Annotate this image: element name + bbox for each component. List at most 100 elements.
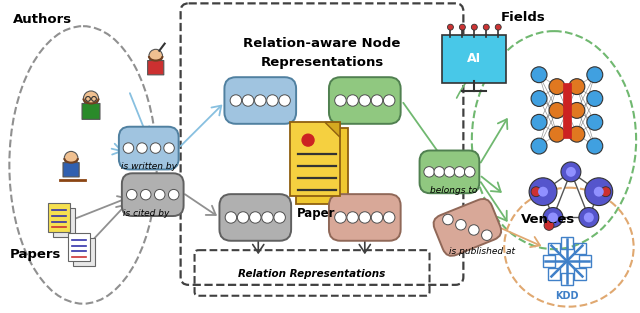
Circle shape <box>127 189 137 200</box>
FancyBboxPatch shape <box>563 83 571 138</box>
FancyBboxPatch shape <box>73 238 95 266</box>
FancyBboxPatch shape <box>329 77 401 124</box>
FancyBboxPatch shape <box>68 233 90 261</box>
Circle shape <box>359 212 371 223</box>
Circle shape <box>587 67 603 83</box>
FancyBboxPatch shape <box>49 203 70 232</box>
Circle shape <box>255 95 266 106</box>
Circle shape <box>483 24 489 30</box>
Text: Paper: Paper <box>297 207 335 220</box>
Circle shape <box>243 95 254 106</box>
FancyBboxPatch shape <box>433 199 501 256</box>
Circle shape <box>549 126 565 142</box>
FancyBboxPatch shape <box>290 122 340 196</box>
FancyBboxPatch shape <box>63 163 79 177</box>
Text: Fields: Fields <box>501 11 546 24</box>
Circle shape <box>543 208 563 227</box>
FancyBboxPatch shape <box>148 60 164 75</box>
Circle shape <box>538 187 548 197</box>
Circle shape <box>584 213 594 223</box>
Circle shape <box>154 189 165 200</box>
Text: Papers: Papers <box>10 248 61 261</box>
Circle shape <box>471 24 477 30</box>
Text: Relation Representations: Relation Representations <box>239 269 386 279</box>
Circle shape <box>569 79 585 95</box>
Text: Relation-aware Node: Relation-aware Node <box>243 37 401 49</box>
Text: is written by: is written by <box>121 162 177 172</box>
Circle shape <box>443 214 453 225</box>
Circle shape <box>549 102 565 118</box>
Circle shape <box>460 24 465 30</box>
Circle shape <box>549 79 565 95</box>
Circle shape <box>149 49 163 63</box>
Circle shape <box>279 95 291 106</box>
Text: Venues: Venues <box>521 213 575 226</box>
Circle shape <box>454 167 465 177</box>
Circle shape <box>444 167 454 177</box>
Circle shape <box>123 143 134 153</box>
Circle shape <box>531 187 541 197</box>
Circle shape <box>569 126 585 142</box>
Text: KDD: KDD <box>555 291 579 301</box>
Circle shape <box>225 212 237 223</box>
Circle shape <box>267 95 278 106</box>
Circle shape <box>434 167 445 177</box>
Circle shape <box>495 24 501 30</box>
Circle shape <box>569 102 585 118</box>
FancyBboxPatch shape <box>442 35 506 83</box>
Circle shape <box>531 138 547 154</box>
Circle shape <box>383 95 395 106</box>
Circle shape <box>83 91 99 106</box>
FancyBboxPatch shape <box>225 77 296 124</box>
Circle shape <box>529 178 557 206</box>
Circle shape <box>335 212 346 223</box>
Circle shape <box>424 167 435 177</box>
FancyBboxPatch shape <box>122 173 184 216</box>
Circle shape <box>237 212 249 223</box>
Circle shape <box>164 143 174 153</box>
Circle shape <box>587 138 603 154</box>
Polygon shape <box>325 122 340 137</box>
Circle shape <box>137 143 147 153</box>
Circle shape <box>465 167 475 177</box>
Circle shape <box>347 95 358 106</box>
Text: belongs to: belongs to <box>429 186 477 195</box>
Circle shape <box>230 95 242 106</box>
Circle shape <box>531 90 547 106</box>
FancyBboxPatch shape <box>82 104 100 119</box>
Circle shape <box>250 212 261 223</box>
Text: Representations: Representations <box>260 56 383 69</box>
Circle shape <box>566 167 576 177</box>
Circle shape <box>601 187 611 197</box>
Circle shape <box>531 67 547 83</box>
Circle shape <box>371 95 383 106</box>
Circle shape <box>64 151 78 165</box>
Text: is published at: is published at <box>449 247 515 256</box>
FancyBboxPatch shape <box>420 151 479 193</box>
Text: Authors: Authors <box>13 13 72 26</box>
Circle shape <box>579 208 599 227</box>
Circle shape <box>447 24 453 30</box>
Circle shape <box>544 220 554 230</box>
Circle shape <box>302 134 314 146</box>
Circle shape <box>150 143 161 153</box>
Circle shape <box>383 212 395 223</box>
Circle shape <box>347 212 358 223</box>
Circle shape <box>587 114 603 130</box>
Circle shape <box>335 95 346 106</box>
FancyBboxPatch shape <box>329 194 401 241</box>
Text: AI: AI <box>467 52 481 65</box>
Circle shape <box>481 230 492 240</box>
FancyBboxPatch shape <box>220 194 291 241</box>
FancyBboxPatch shape <box>296 128 348 203</box>
Circle shape <box>548 213 558 223</box>
Circle shape <box>468 225 479 235</box>
Circle shape <box>262 212 273 223</box>
Circle shape <box>587 90 603 106</box>
Circle shape <box>359 95 371 106</box>
FancyBboxPatch shape <box>119 127 179 169</box>
Circle shape <box>456 219 466 230</box>
Text: is cited by: is cited by <box>123 209 169 218</box>
Circle shape <box>531 114 547 130</box>
FancyBboxPatch shape <box>53 208 75 237</box>
